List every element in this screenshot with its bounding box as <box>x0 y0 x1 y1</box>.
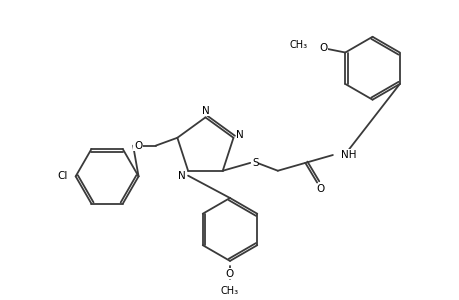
Text: O: O <box>225 269 234 279</box>
Text: CH₃: CH₃ <box>289 40 307 50</box>
Text: N: N <box>178 171 185 181</box>
Text: NH: NH <box>340 150 355 160</box>
Text: Cl: Cl <box>57 171 67 182</box>
Text: S: S <box>252 158 258 168</box>
Text: O: O <box>134 141 142 151</box>
Text: O: O <box>319 43 327 52</box>
Text: N: N <box>201 106 209 116</box>
Text: N: N <box>236 130 244 140</box>
Text: CH₃: CH₃ <box>220 286 239 296</box>
Text: O: O <box>315 184 324 194</box>
